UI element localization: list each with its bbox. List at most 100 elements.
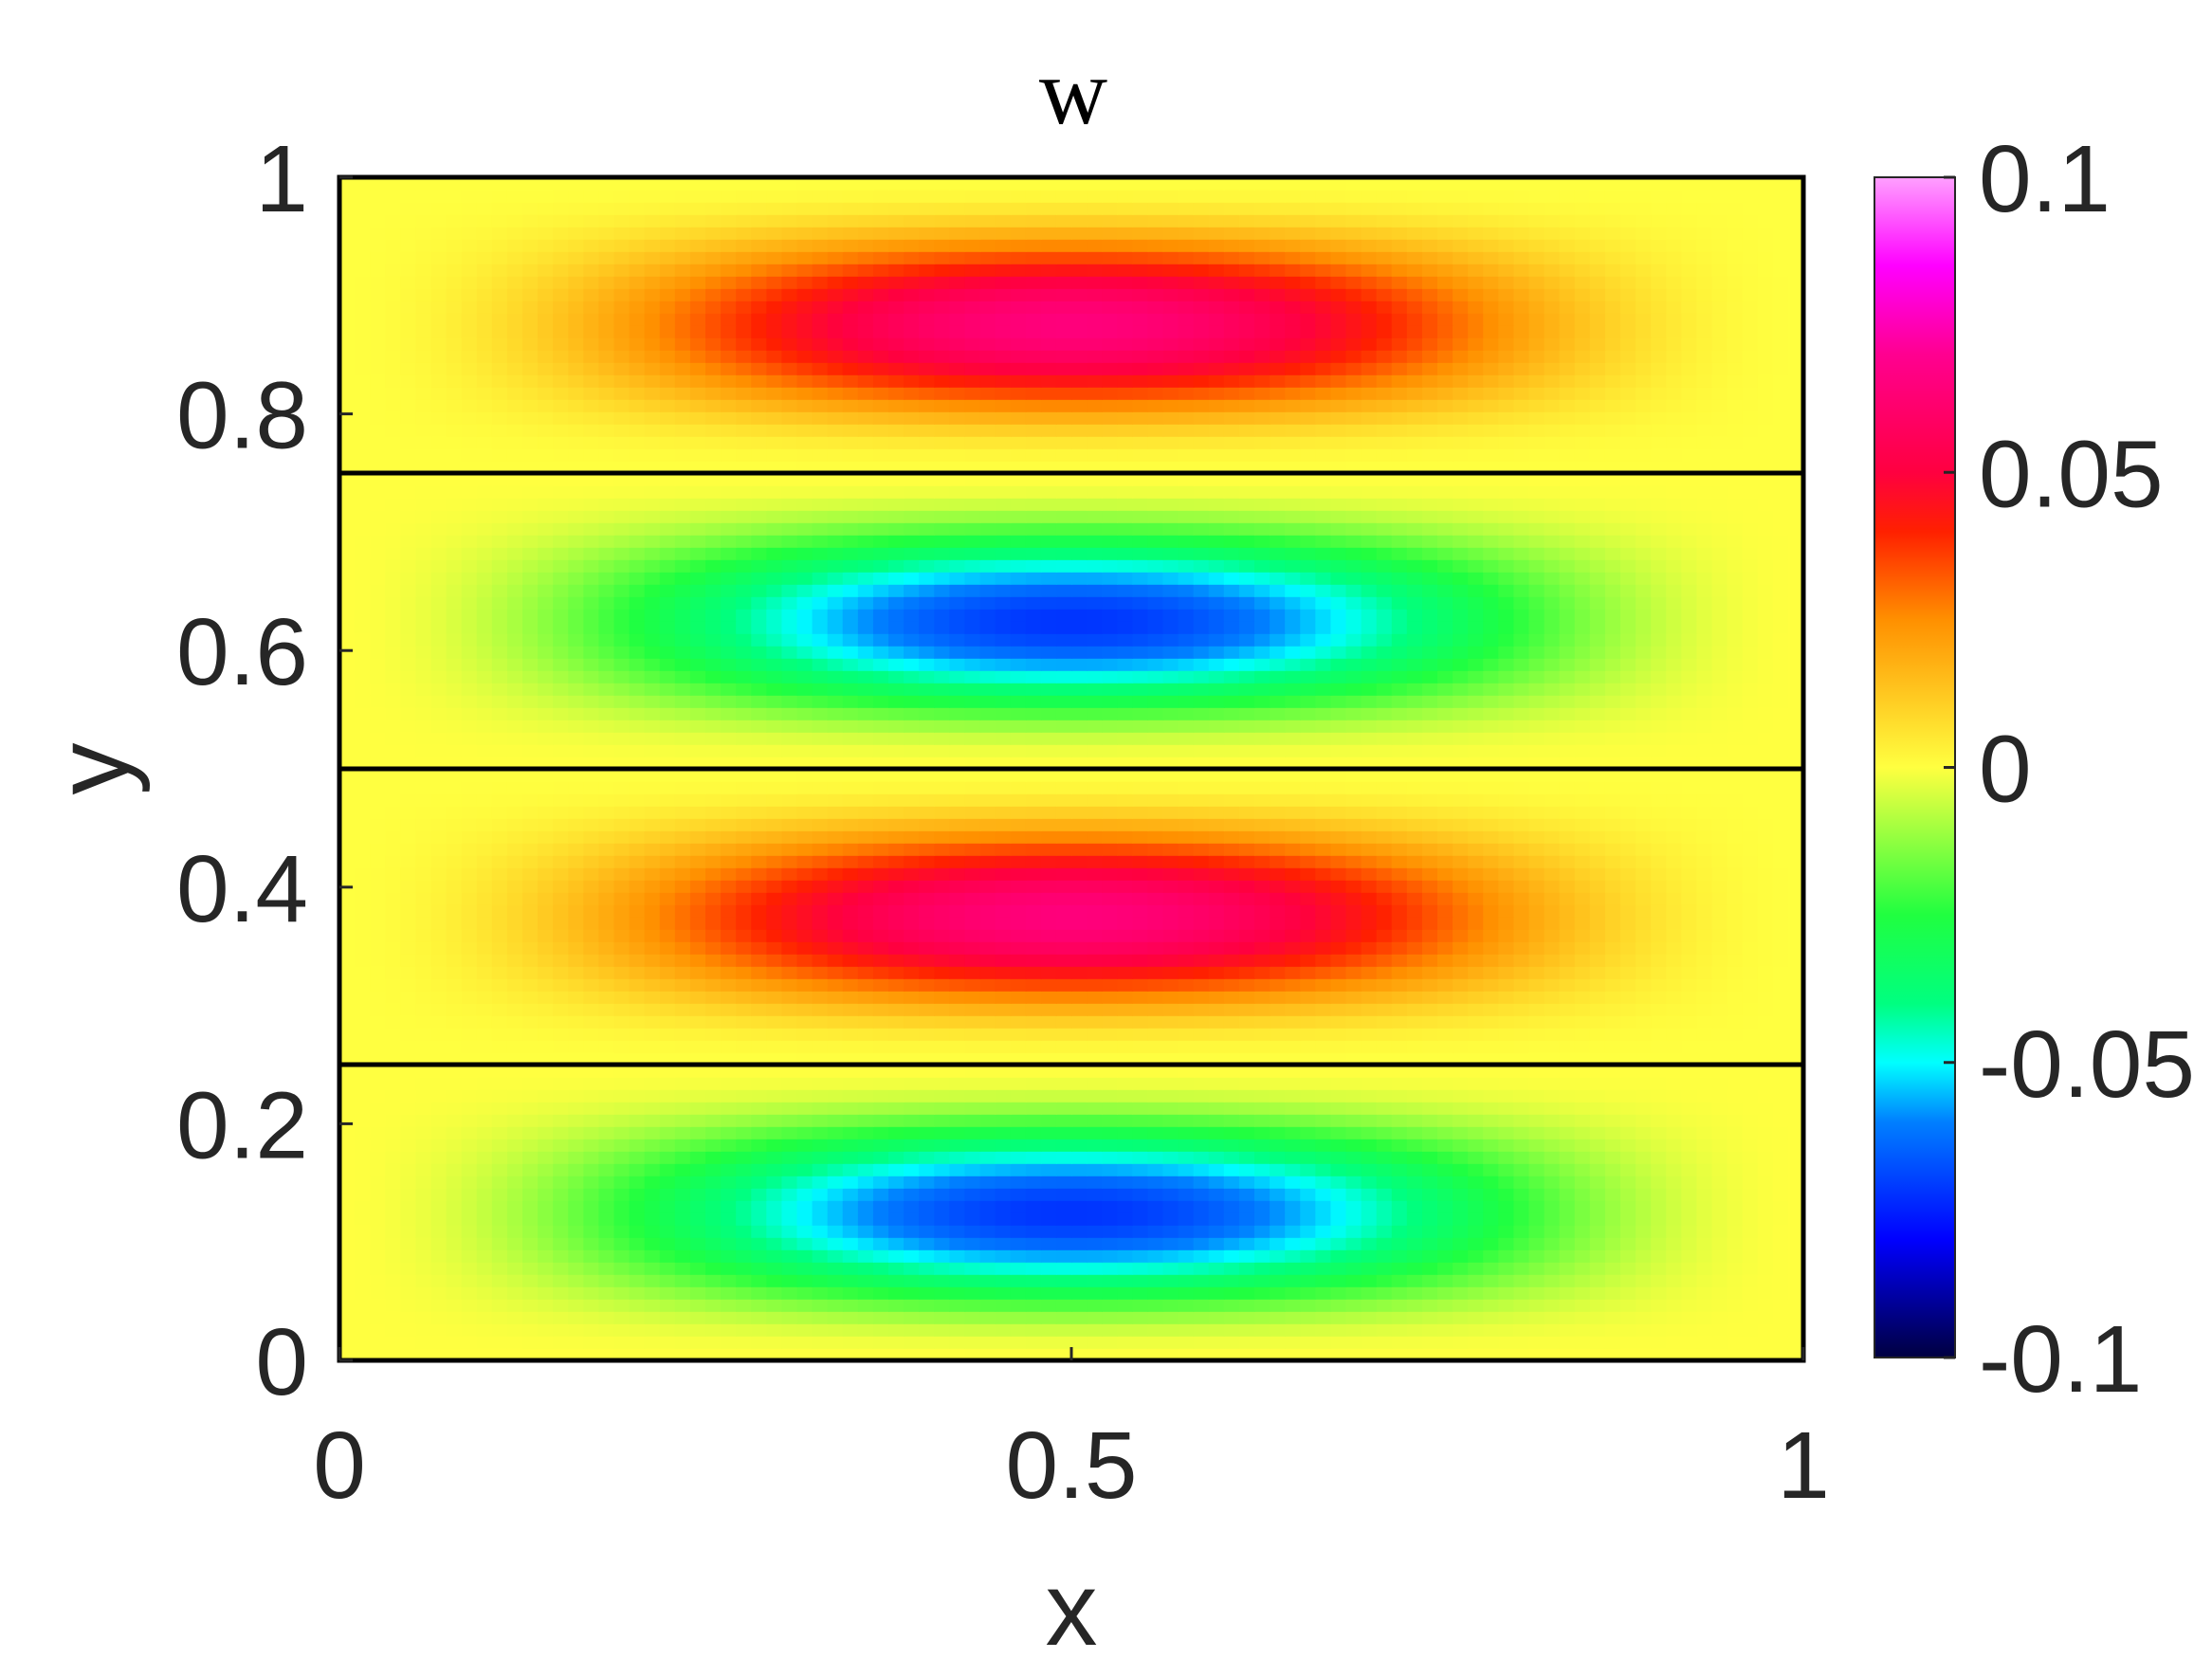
heatmap-cell <box>1162 941 1179 955</box>
heatmap-cell <box>1270 1163 1286 1176</box>
heatmap-cell <box>1711 929 1728 942</box>
heatmap-cell <box>430 941 448 955</box>
heatmap-cell <box>446 917 463 930</box>
heatmap-cell <box>872 1102 889 1115</box>
heatmap-cell <box>415 867 432 881</box>
heatmap-cell <box>1238 991 1255 1004</box>
heatmap-cell <box>934 720 951 733</box>
heatmap-cell <box>781 1348 798 1361</box>
heatmap-cell <box>1651 1262 1668 1275</box>
heatmap-cell <box>1787 1348 1804 1361</box>
heatmap-cell <box>476 1274 493 1287</box>
heatmap-cell <box>1513 855 1530 868</box>
heatmap-cell <box>1208 830 1225 844</box>
heatmap-cell <box>1651 1188 1668 1201</box>
heatmap-cell <box>796 806 814 819</box>
heatmap-cell <box>1437 769 1453 782</box>
heatmap-cell <box>385 830 402 844</box>
heatmap-cell <box>674 843 691 856</box>
heatmap-cell <box>1162 1237 1179 1250</box>
heatmap-cell <box>919 1163 936 1176</box>
heatmap-cell <box>1528 793 1545 807</box>
heatmap-cell <box>1528 1102 1545 1115</box>
heatmap-cell <box>705 1102 722 1115</box>
heatmap-cell <box>1193 830 1210 844</box>
heatmap-cell <box>1681 720 1698 733</box>
heatmap-cell <box>1270 818 1286 831</box>
heatmap-cell <box>1681 1114 1698 1127</box>
heatmap-cell <box>1223 1336 1240 1349</box>
heatmap-cell <box>1315 818 1332 831</box>
heatmap-cell <box>689 806 706 819</box>
heatmap-cell <box>446 843 463 856</box>
heatmap-cell <box>1528 1188 1545 1201</box>
heatmap-cell <box>1345 793 1362 807</box>
heatmap-cell <box>1223 1139 1240 1152</box>
heatmap-cell <box>1238 769 1255 782</box>
heatmap-cell <box>583 732 600 745</box>
heatmap-cell <box>736 1126 753 1139</box>
heatmap-cell <box>355 806 371 819</box>
heatmap-cell <box>1498 954 1515 967</box>
heatmap-cell <box>689 843 706 856</box>
heatmap-cell <box>705 1225 722 1238</box>
heatmap-cell <box>766 818 783 831</box>
heatmap-cell <box>1589 1052 1606 1066</box>
heatmap-cell <box>1453 830 1469 844</box>
heatmap-cell <box>1087 732 1103 745</box>
heatmap-cell <box>659 1348 676 1361</box>
heatmap-cell <box>1147 793 1164 807</box>
heatmap-cell <box>522 1015 539 1029</box>
heatmap-cell <box>705 1299 722 1312</box>
heatmap-cell <box>1742 1200 1759 1213</box>
heatmap-cell <box>689 744 706 757</box>
heatmap-cell <box>1270 966 1286 979</box>
heatmap-cell <box>583 941 600 955</box>
heatmap-cell <box>1483 744 1500 757</box>
heatmap-cell <box>1055 720 1072 733</box>
heatmap-cell <box>1254 855 1271 868</box>
heatmap-cell <box>842 1262 859 1275</box>
heatmap-cell <box>979 1249 996 1263</box>
heatmap-cell <box>842 732 859 745</box>
heatmap-cell <box>705 1052 722 1066</box>
heatmap-cell <box>613 1225 631 1238</box>
heatmap-cell <box>781 1163 798 1176</box>
heatmap-cell <box>904 1163 920 1176</box>
heatmap-cell <box>888 941 905 955</box>
heatmap-cell <box>598 991 615 1004</box>
heatmap-cell <box>629 732 646 745</box>
heatmap-cell <box>1315 1188 1332 1201</box>
heatmap-cell <box>689 818 706 831</box>
heatmap-cell <box>1285 1274 1302 1287</box>
heatmap-cell <box>522 793 539 807</box>
heatmap-cell <box>1727 1065 1744 1078</box>
heatmap-cell <box>1254 1065 1271 1078</box>
heatmap-cell <box>1315 1348 1332 1361</box>
heatmap-cell <box>1270 1237 1286 1250</box>
heatmap-cell <box>1391 1052 1408 1066</box>
heatmap-cell <box>461 843 478 856</box>
heatmap-cell <box>1589 1102 1606 1115</box>
heatmap-cell <box>446 830 463 844</box>
heatmap-cell <box>979 880 996 893</box>
heatmap-cell <box>1132 1262 1149 1275</box>
heatmap-cell <box>1040 892 1057 905</box>
heatmap-cell <box>1498 966 1515 979</box>
heatmap-cell <box>339 1323 356 1337</box>
heatmap-cell <box>355 1151 371 1164</box>
heatmap-cell <box>995 1336 1012 1349</box>
heatmap-cell <box>1787 991 1804 1004</box>
heatmap-cell <box>1421 880 1438 893</box>
heatmap-cell <box>461 1237 478 1250</box>
heatmap-cell <box>1270 1286 1286 1300</box>
heatmap-cell <box>1270 978 1286 992</box>
heatmap-cell <box>766 1311 783 1324</box>
heatmap-cell <box>461 1139 478 1152</box>
heatmap-cell <box>553 744 570 757</box>
heatmap-cell <box>1254 732 1271 745</box>
heatmap-cell <box>1315 1015 1332 1029</box>
heatmap-cell <box>1544 843 1561 856</box>
heatmap-cell <box>491 1299 508 1312</box>
heatmap-cell <box>1666 1200 1683 1213</box>
